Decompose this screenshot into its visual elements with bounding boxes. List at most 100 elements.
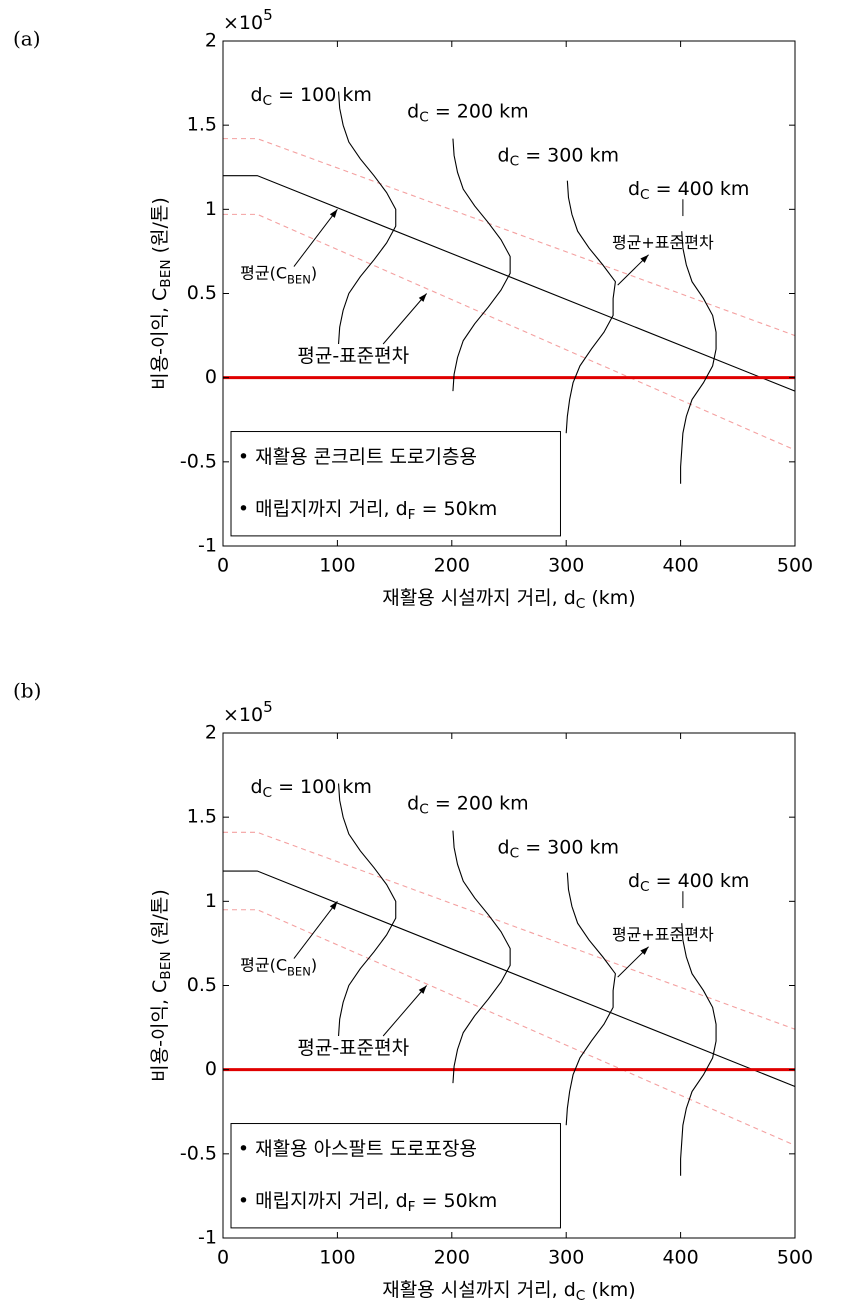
series-line xyxy=(223,175,796,392)
x-axis-label-text: 재활용 시설까지 거리, d xyxy=(382,1279,576,1301)
arrow-line xyxy=(382,293,428,345)
y-tick-label: 2 xyxy=(205,30,217,52)
annotation-text: 평균(C xyxy=(240,263,287,282)
annotation-sub: C xyxy=(510,845,520,861)
y-axis-label-text: 비용-이익, C xyxy=(149,980,171,1082)
series-line xyxy=(223,213,796,451)
annotation-tail: = 400 km xyxy=(650,870,750,892)
y-tick-label: -1 xyxy=(198,535,217,557)
annotation: dC = 300 km xyxy=(498,836,619,862)
annotation-text: d xyxy=(498,836,510,858)
legend-text-tail: = 50km xyxy=(416,497,498,519)
annotation-sub: C xyxy=(419,802,429,818)
x-axis-label-tail: (km) xyxy=(585,1279,635,1301)
legend-text-text: • 재활용 콘크리트 도로기층용 xyxy=(238,445,477,467)
annotation: dC = 300 km xyxy=(498,144,619,170)
annotation: 평균-표준편차 xyxy=(297,1036,409,1058)
annotation-text: d xyxy=(250,775,262,797)
annotation-tail: = 300 km xyxy=(519,144,619,166)
x-axis-label-tail: (km) xyxy=(585,587,635,609)
series-line xyxy=(223,870,796,1088)
annotation-tail: = 100 km xyxy=(272,775,372,797)
legend-text: • 재활용 콘크리트 도로기층용 xyxy=(238,445,477,467)
y-tick-label: 1 xyxy=(205,890,217,912)
y-multiplier-text: ×10 xyxy=(223,12,263,34)
y-tick-label: -0.5 xyxy=(180,1142,217,1164)
x-tick-label: 200 xyxy=(434,1247,470,1269)
x-axis-label-sub: C xyxy=(576,1288,586,1304)
y-tick-label: 0 xyxy=(205,366,217,388)
x-tick-label: 0 xyxy=(217,555,229,577)
y-axis-label-tail: (원/톤) xyxy=(149,889,171,951)
arrow-line xyxy=(293,901,338,959)
series-line xyxy=(223,831,796,1030)
x-tick-label: 100 xyxy=(319,1247,355,1269)
x-axis-label-sub: C xyxy=(576,596,586,612)
x-axis-label: 재활용 시설까지 거리, dC (km) xyxy=(382,1279,635,1305)
y-tick-label: 0.5 xyxy=(187,974,217,996)
annotation: dC = 200 km xyxy=(407,100,528,126)
annotation: dC = 100 km xyxy=(250,83,371,109)
series-line xyxy=(565,872,616,1126)
y-multiplier-sup: 5 xyxy=(263,698,273,716)
y-tick-label: -1 xyxy=(198,1227,217,1249)
arrow-head xyxy=(640,254,649,263)
y-multiplier-text: ×10 xyxy=(223,704,263,726)
y-axis-label-sub: BEN xyxy=(158,951,174,979)
series-line xyxy=(337,783,397,1037)
legend-text-sub: F xyxy=(408,1199,416,1215)
panel-label: (b) xyxy=(13,679,41,703)
arrow-line xyxy=(382,985,428,1037)
annotation: 평균-표준편차 xyxy=(297,344,409,366)
y-tick-label: 1.5 xyxy=(187,806,217,828)
y-tick-label: 0.5 xyxy=(187,282,217,304)
x-axis-label: 재활용 시설까지 거리, dC (km) xyxy=(382,587,635,613)
y-multiplier: ×105 xyxy=(223,698,273,726)
y-tick-label: 0 xyxy=(205,1058,217,1080)
annotation-tail: = 100 km xyxy=(272,83,372,105)
annotation: dC = 400 km xyxy=(628,870,749,896)
annotation-text: 평균+표준편차 xyxy=(612,925,714,944)
series-line xyxy=(680,923,717,1176)
y-axis-label-sub: BEN xyxy=(158,259,174,287)
annotation: dC = 200 km xyxy=(407,792,528,818)
legend-text-text: • 매립지까지 거리, d xyxy=(238,1189,408,1211)
annotation-text: 평균-표준편차 xyxy=(297,1036,409,1058)
arrow-head xyxy=(418,293,427,302)
legend-text-sub: F xyxy=(408,507,416,523)
annotation-sub: C xyxy=(419,110,429,126)
legend-box xyxy=(230,1123,561,1229)
annotation-tail: = 200 km xyxy=(429,792,529,814)
annotation-tail: ) xyxy=(311,263,317,282)
legend-text: • 재활용 아스팔트 도로포장용 xyxy=(238,1137,477,1159)
annotation: 평균+표준편차 xyxy=(612,233,714,252)
arrow-head xyxy=(329,209,338,218)
series-line xyxy=(223,138,796,337)
x-tick-label: 300 xyxy=(548,555,584,577)
annotation-sub: BEN xyxy=(287,964,311,978)
annotation-text: d xyxy=(628,870,640,892)
y-tick-label: 2 xyxy=(205,722,217,744)
series-line xyxy=(452,830,511,1084)
legend-box xyxy=(230,431,561,537)
x-axis-label-text: 재활용 시설까지 거리, d xyxy=(382,587,576,609)
annotation-text: d xyxy=(498,144,510,166)
legend-text: • 매립지까지 거리, dF = 50km xyxy=(238,1189,497,1215)
annotation-sub: C xyxy=(640,879,650,895)
arrow-head xyxy=(640,946,649,955)
x-tick-label: 300 xyxy=(548,1247,584,1269)
annotation: 평균(CBEN) xyxy=(240,263,317,286)
arrow-head xyxy=(329,901,338,910)
annotation: 평균(CBEN) xyxy=(240,955,317,978)
annotation-tail: = 400 km xyxy=(650,178,750,200)
y-axis-label-tail: (원/톤) xyxy=(149,197,171,259)
annotation-text: d xyxy=(628,178,640,200)
annotation-sub: C xyxy=(263,785,273,801)
y-tick-label: 1 xyxy=(205,198,217,220)
y-axis-label-text: 비용-이익, C xyxy=(149,288,171,390)
x-tick-label: 500 xyxy=(777,555,813,577)
y-multiplier: ×105 xyxy=(223,6,273,34)
annotation-tail: = 200 km xyxy=(429,100,529,122)
annotation-tail: ) xyxy=(311,955,317,974)
